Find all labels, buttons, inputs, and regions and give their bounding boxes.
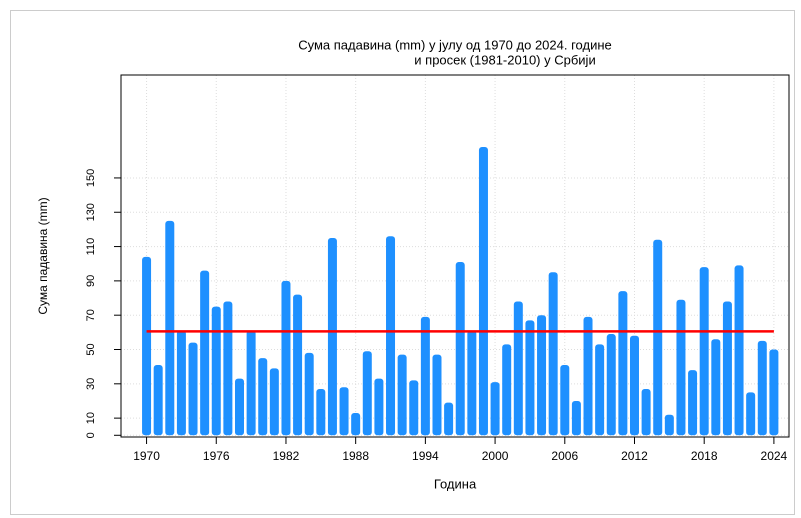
bar <box>211 306 221 436</box>
frame <box>10 10 795 515</box>
x-tick-label: 2012 <box>621 449 648 463</box>
y-tick-label: 130 <box>85 203 97 221</box>
bar <box>467 330 477 436</box>
bar <box>374 378 384 436</box>
bar <box>351 412 361 436</box>
bar <box>606 334 616 436</box>
bar <box>490 382 500 436</box>
bar <box>234 378 244 436</box>
y-tick-label: 0 <box>85 432 97 438</box>
bar <box>304 352 314 436</box>
bar <box>246 330 256 436</box>
bar <box>223 301 233 436</box>
bar <box>688 370 698 436</box>
y-axis-label: Сума падавина (mm) <box>36 197 50 314</box>
x-tick-label: 2000 <box>482 449 509 463</box>
bar <box>455 262 465 436</box>
x-tick-label: 1988 <box>342 449 369 463</box>
bar <box>339 387 349 436</box>
bar <box>757 340 767 436</box>
y-tick-label: 110 <box>85 238 97 256</box>
bar <box>641 388 651 436</box>
y-tick-label: 50 <box>85 343 97 355</box>
x-axis-label: Година <box>434 476 477 491</box>
y-tick-label: 30 <box>85 378 97 390</box>
bar <box>502 344 512 436</box>
bar <box>444 402 454 436</box>
bar <box>711 339 721 436</box>
bar <box>583 316 593 436</box>
bar <box>560 364 570 436</box>
bar <box>269 368 279 436</box>
bar <box>699 267 709 436</box>
x-tick-label: 1982 <box>273 449 300 463</box>
bar <box>362 351 372 436</box>
bar <box>420 316 430 436</box>
bar <box>595 344 605 436</box>
bar <box>432 354 442 436</box>
y-tick-label: 70 <box>85 309 97 321</box>
bar <box>397 354 407 436</box>
bar <box>676 299 686 436</box>
bar <box>571 400 581 436</box>
bar <box>769 349 779 436</box>
bar <box>746 392 756 436</box>
bar <box>478 147 488 436</box>
bar <box>548 272 558 436</box>
bar <box>734 265 744 436</box>
y-tick-label: 150 <box>85 169 97 187</box>
bar <box>316 388 326 436</box>
bar <box>142 256 152 436</box>
bar <box>537 315 547 436</box>
bar <box>153 364 163 436</box>
chart-title: Сума падавина (mm) у јулу од 1970 до 202… <box>298 37 612 52</box>
chart-title: и просек (1981-2010) у Србији <box>414 52 595 67</box>
bar <box>386 236 396 436</box>
bar <box>258 358 268 436</box>
bar <box>281 280 291 436</box>
bar <box>188 342 198 436</box>
x-tick-label: 1976 <box>203 449 230 463</box>
x-tick-label: 2024 <box>761 449 788 463</box>
x-tick-label: 1970 <box>133 449 160 463</box>
bar <box>409 380 419 436</box>
bar <box>200 270 210 436</box>
bar <box>165 220 175 436</box>
x-tick-label: 2006 <box>551 449 578 463</box>
y-tick-label: 90 <box>85 275 97 287</box>
bar <box>525 320 535 436</box>
bar <box>618 291 628 436</box>
bar <box>664 414 674 436</box>
bar <box>176 330 186 436</box>
bar <box>327 237 337 436</box>
x-tick-label: 1994 <box>412 449 439 463</box>
bar <box>722 301 732 436</box>
bar <box>293 294 303 436</box>
bar <box>629 335 639 436</box>
bar <box>653 239 663 436</box>
x-tick-label: 2018 <box>691 449 718 463</box>
plot-border <box>120 74 790 438</box>
y-tick-label: 10 <box>85 412 97 424</box>
bar <box>513 301 523 436</box>
